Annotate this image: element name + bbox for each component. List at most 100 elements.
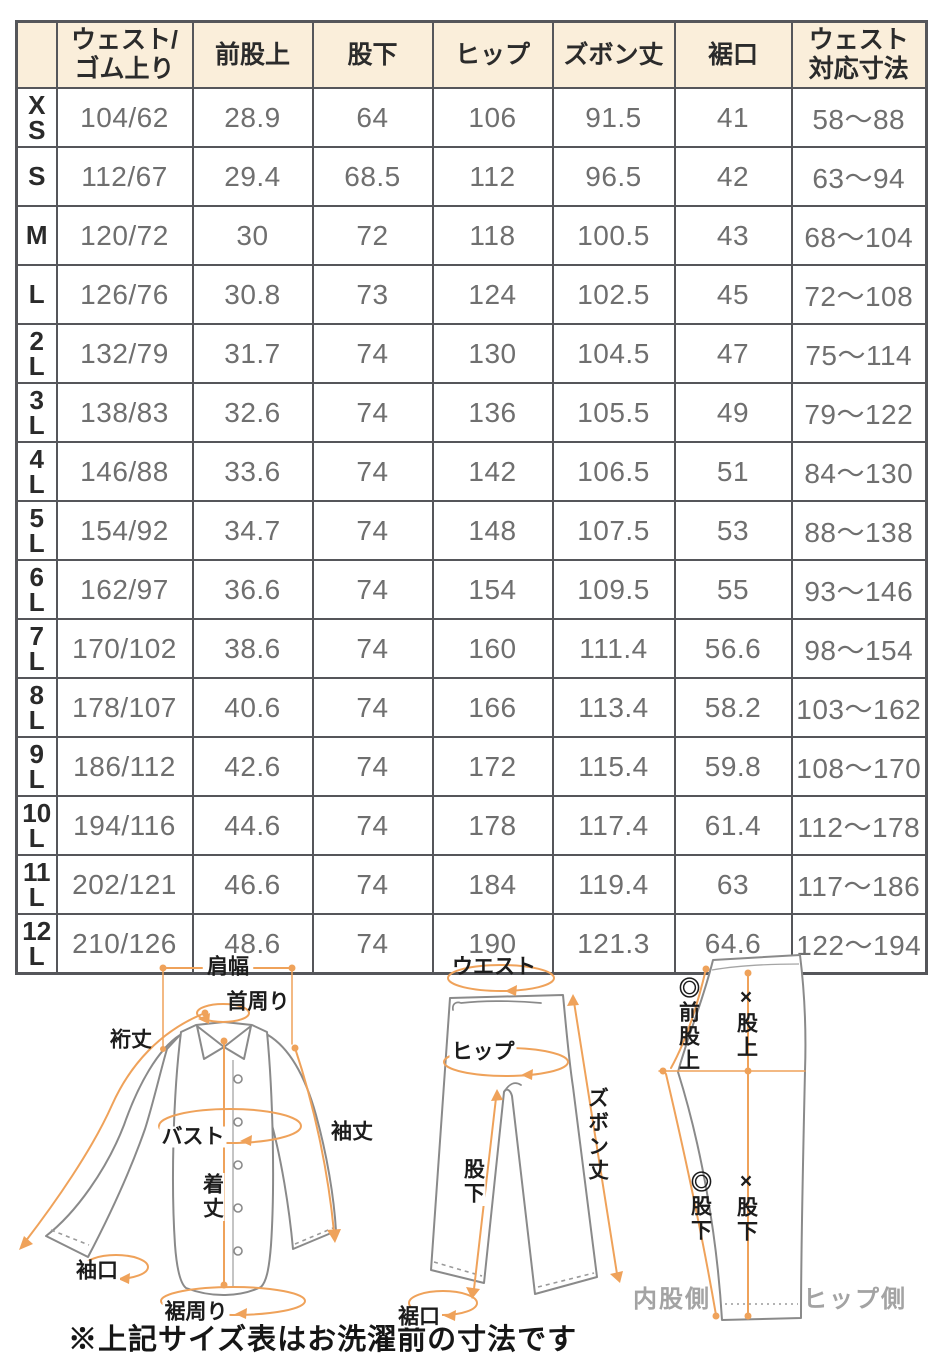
- measurement-cell: 122〜194: [790, 913, 928, 975]
- measure-dot: [291, 1044, 299, 1052]
- button: [233, 1160, 243, 1170]
- measurement-cell: 48.6: [191, 913, 314, 975]
- label-hem-opening: 裾口: [396, 1305, 442, 1329]
- label-neck: 首周り: [226, 990, 290, 1014]
- measurement-cell: 172: [431, 736, 554, 797]
- header-pants-length: ズボン丈: [551, 20, 676, 89]
- measurement-cell: 121.3: [551, 913, 676, 975]
- measurement-cell: 130: [431, 323, 554, 384]
- label-pants-length: ズボン丈: [585, 1087, 609, 1183]
- arrowhead: [466, 1287, 480, 1299]
- measurement-cell: 30.8: [191, 264, 314, 325]
- measurement-cell: 44.6: [191, 795, 314, 856]
- measurement-cell: 190: [431, 913, 554, 975]
- measurement-cell: 117〜186: [790, 854, 928, 915]
- header-hip: ヒップ: [431, 20, 554, 89]
- measurement-cell: 30: [191, 205, 314, 266]
- measurement-cell: 138/83: [55, 382, 194, 443]
- neck-ellipse: [196, 1003, 250, 1023]
- measurement-cell: 51: [673, 441, 793, 502]
- measure-dot: [201, 1009, 209, 1017]
- measurement-cell: 42.6: [191, 736, 314, 797]
- label-inseam: 股下: [460, 1158, 486, 1206]
- measurement-diagrams: 肩幅 首周り 裄丈 袖丈 バスト 着丈 袖口 裾周り ウエスト ヒップ ズボン丈…: [0, 945, 940, 1360]
- measure-dot: [659, 1067, 667, 1075]
- sleeve-length-line: [294, 1047, 335, 1233]
- measurement-cell: 63〜94: [790, 146, 928, 207]
- measurement-cell: 154: [431, 559, 554, 620]
- label-hem-around: 裾周り: [162, 1300, 230, 1324]
- measurement-cell: 34.7: [191, 500, 314, 561]
- right-hem-seam: [537, 1272, 595, 1288]
- measurement-cell: 118: [431, 205, 554, 266]
- label-body-length: 着丈: [199, 1173, 225, 1221]
- measurement-cell: 74: [311, 618, 434, 679]
- measurement-cell: 72: [311, 205, 434, 266]
- table-row: 10 L 194/116 44.6 74 178 117.4 61.4 112〜178: [15, 795, 928, 856]
- measurement-cell: 58〜88: [790, 87, 928, 148]
- measure-dot: [160, 1046, 166, 1052]
- label-inner-leg-side: 内股側: [633, 1286, 711, 1313]
- measurement-cell: 68.5: [311, 146, 434, 207]
- measurement-cell: 154/92: [55, 500, 194, 561]
- label-sleeve-length: 袖丈: [331, 1120, 373, 1144]
- measurement-cell: 74: [311, 559, 434, 620]
- header-inseam: 股下: [311, 20, 434, 89]
- waist-ellipse: [447, 964, 555, 992]
- measurement-cell: 31.7: [191, 323, 314, 384]
- measurement-cell: 194/116: [55, 795, 194, 856]
- measurement-cell: 56.6: [673, 618, 793, 679]
- measurement-cell: 166: [431, 677, 554, 738]
- shirt-diagram: [19, 964, 341, 1319]
- measurement-cell: 162/97: [55, 559, 194, 620]
- header-front-rise: 前股上: [191, 20, 314, 89]
- measurement-cell: 84〜130: [790, 441, 928, 502]
- measurement-cell: 36.6: [191, 559, 314, 620]
- measurement-cell: 210/126: [55, 913, 194, 975]
- measurement-cell: 63: [673, 854, 793, 915]
- arrowhead: [19, 1236, 33, 1250]
- measurement-cell: 102.5: [551, 264, 676, 325]
- right-cuff-seam: [294, 1227, 334, 1245]
- measurement-cell: 33.6: [191, 441, 314, 502]
- measure-dot: [288, 964, 296, 972]
- table-row: 7 L 170/102 38.6 74 160 111.4 56.6 98〜154: [15, 618, 928, 679]
- measurement-cell: 107.5: [551, 500, 676, 561]
- table-row: 11 L 202/121 46.6 74 184 119.4 63 117〜186: [15, 854, 928, 915]
- header-row: ウェスト/ ゴム上り 前股上 股下 ヒップ ズボン丈 裾口 ウェスト 対応寸法: [15, 20, 928, 89]
- size-label-cell: 12 L: [15, 913, 58, 975]
- measure-dot: [744, 1312, 752, 1320]
- measurement-cell: 104.5: [551, 323, 676, 384]
- front-rise-curve: [670, 968, 707, 1069]
- measurement-cell: 124: [431, 264, 554, 325]
- pants-side-diagram: [658, 954, 807, 1321]
- table-row: 6 L 162/97 36.6 74 154 109.5 55 93〜146: [15, 559, 928, 620]
- hem-opening-ellipse: [408, 1290, 478, 1316]
- measurement-cell: 132/79: [55, 323, 194, 384]
- measurement-cell: 53: [673, 500, 793, 561]
- measurement-cell: 119.4: [551, 854, 676, 915]
- diagram-linework-svg: [19, 954, 807, 1321]
- header-corner-cell: [15, 20, 58, 89]
- measurement-cell: 32.6: [191, 382, 314, 443]
- table-row: L 126/76 30.8 73 124 102.5 45 72〜108: [15, 264, 928, 325]
- measurement-cell: 111.4: [551, 618, 676, 679]
- measurement-cell: 74: [311, 382, 434, 443]
- measurement-cell: 126/76: [55, 264, 194, 325]
- arrowhead: [444, 1310, 456, 1321]
- shirt-left-sleeve: [45, 1034, 181, 1258]
- size-table-wrap: ウェスト/ ゴム上り 前股上 股下 ヒップ ズボン丈 裾口 ウェスト 対応寸法 …: [15, 20, 928, 975]
- measurement-cell: 184: [431, 854, 554, 915]
- measurement-cell: 55: [673, 559, 793, 620]
- measurement-cell: 178: [431, 795, 554, 856]
- table-row: X S 104/62 28.9 64 106 91.5 41 58〜88: [15, 87, 928, 148]
- arrowhead: [505, 985, 517, 996]
- size-label-cell: 10 L: [15, 795, 58, 856]
- drawstring: [452, 1000, 542, 1011]
- measurement-cell: 202/121: [55, 854, 194, 915]
